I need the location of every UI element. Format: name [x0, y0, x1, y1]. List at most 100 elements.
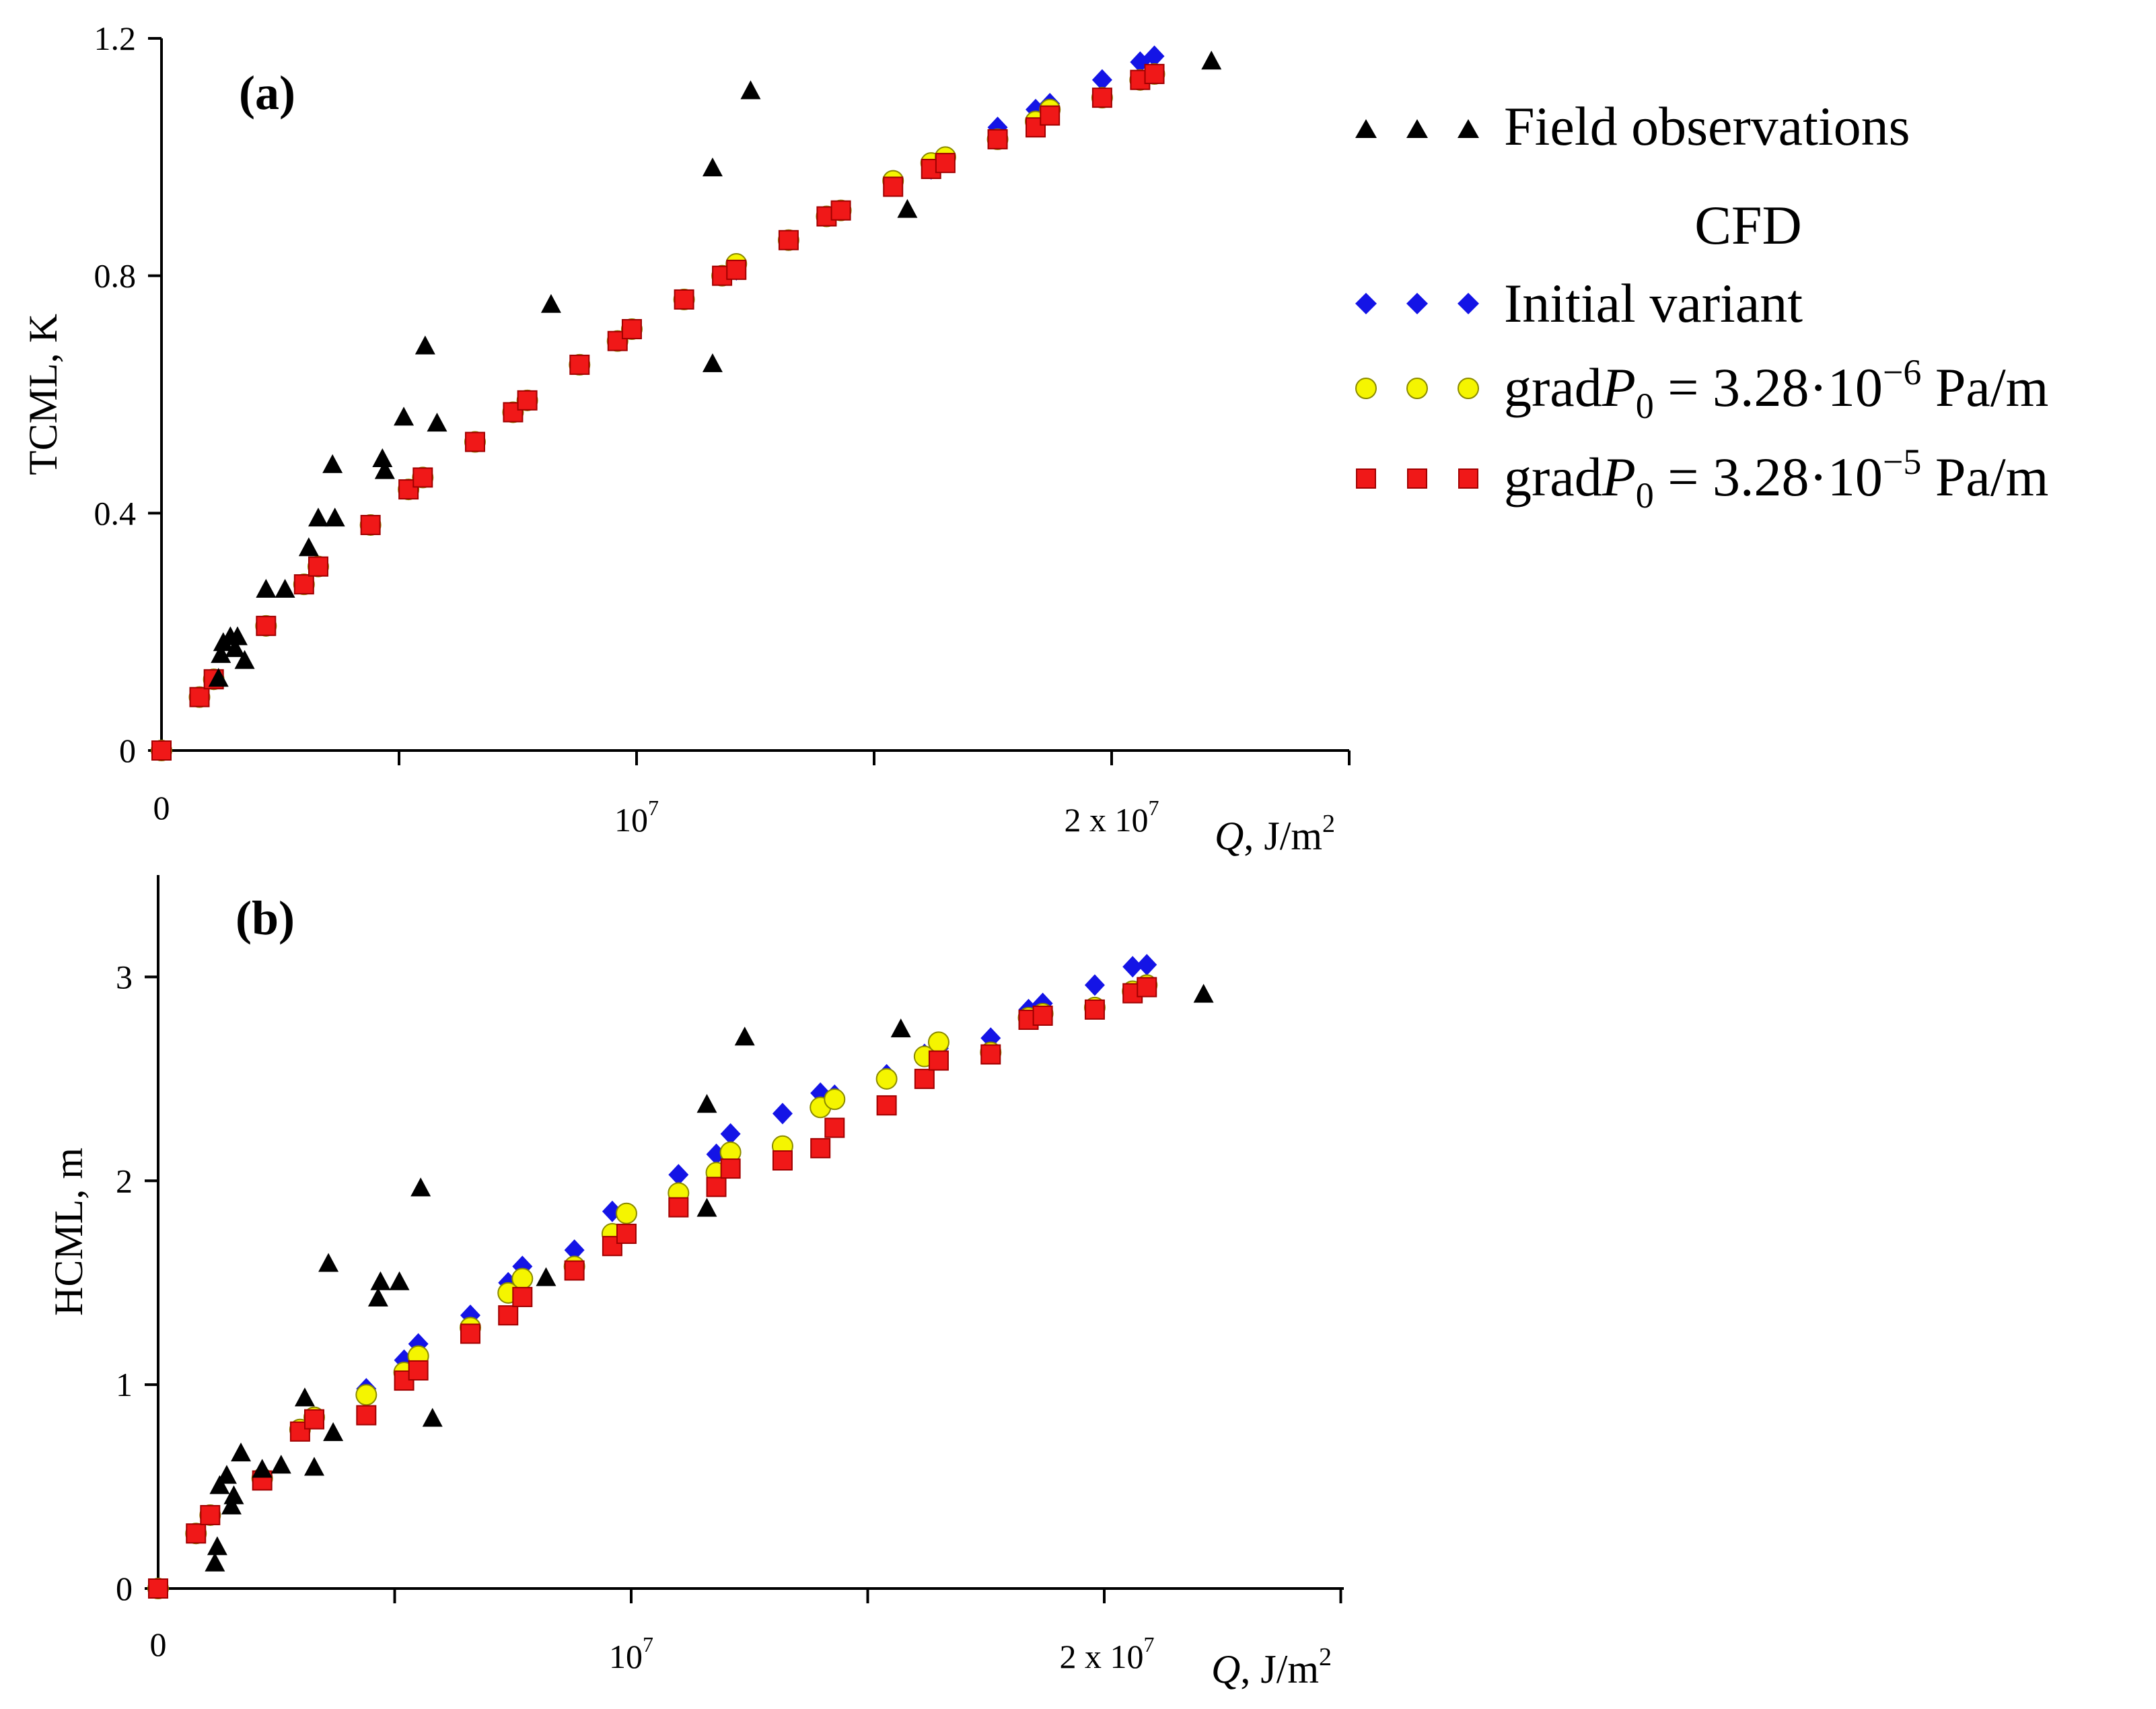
panel-a-field-point	[208, 668, 229, 687]
panel-b-tick-label-y1: 1	[116, 1366, 133, 1403]
panel-b-initial-point	[772, 1103, 793, 1125]
panel-a-grad5-point	[360, 514, 381, 535]
legend-marker-field	[1355, 119, 1479, 138]
panel-a-grad5-point	[464, 431, 485, 452]
panel-a-field-point	[256, 578, 277, 598]
panel-a-grad5-point	[256, 615, 277, 636]
panel-a-tick-label-x1: 107	[614, 796, 659, 839]
panel-b-field-point	[216, 1465, 237, 1484]
panel-b-grad5-point	[706, 1177, 727, 1197]
panel-b-initial-point	[668, 1164, 689, 1186]
legend-marker-grad5	[1356, 468, 1478, 489]
panel-b-grad5-point	[564, 1260, 585, 1281]
panel-b-grad5-point	[356, 1405, 377, 1426]
panel-a-field-point	[308, 508, 328, 527]
panel-b-grad5-point	[720, 1158, 741, 1179]
panel-b-field-point	[1193, 983, 1214, 1003]
panel-a-grad5-point	[151, 740, 172, 761]
panel-b-initial-point	[1084, 974, 1105, 996]
panel-b-field-point	[323, 1422, 344, 1441]
panel-b-field-point	[696, 1197, 717, 1217]
panel-b-grad6-point	[927, 1031, 949, 1053]
panel-b-grad5-point	[616, 1224, 637, 1245]
panel-a-grad5-point	[987, 129, 1008, 149]
panel-a-grad5-point	[883, 176, 904, 197]
panel-b-field-point	[370, 1271, 391, 1290]
panel-a-tick-label-y2: 0.8	[94, 257, 137, 295]
panel-a-field-point	[702, 353, 723, 372]
panel-a-field-point	[298, 537, 319, 557]
panel-b-initial-point	[1122, 956, 1143, 978]
panel-b-grad6-point	[824, 1088, 846, 1111]
panel-b-tick-label-x1: 107	[609, 1632, 653, 1675]
panel-b-chart: 0 1 2 3 0 107 2 x 107 Q, J/m2 HCML, m (b)	[46, 875, 1344, 1691]
panel-b-tick-label-x2: 2 x 107	[1060, 1632, 1155, 1675]
panel-a-field-point	[740, 80, 761, 100]
panel-a-grad5-point	[830, 200, 851, 221]
panel-a-field-point	[227, 626, 248, 646]
legend: Field observations CFD Initial variant g…	[1355, 96, 2048, 516]
panel-b-grad5-point	[303, 1409, 324, 1430]
panel-a-grad5-point	[1040, 105, 1061, 126]
panel-b-grad5-point	[186, 1523, 207, 1544]
panel-b-tick-label-x0: 0	[150, 1626, 167, 1663]
panel-a-grad5-point	[674, 289, 694, 310]
panel-b-tick-label-y3: 3	[116, 958, 133, 996]
panel-b-field-point	[696, 1094, 717, 1113]
panel-b-field-point	[422, 1407, 443, 1427]
panel-b-grad5-point	[772, 1150, 793, 1171]
panel-a-field-point	[324, 508, 345, 527]
panel-b-field-point	[294, 1387, 315, 1407]
panel-a-grad5-point	[517, 390, 538, 411]
panel-a-field-point	[427, 413, 447, 432]
panel-a-tick-label-y0: 0	[119, 732, 136, 769]
panel-b-initial-point	[720, 1123, 741, 1145]
panel-b-grad5-point	[512, 1286, 533, 1307]
panel-b-grad5-point	[810, 1138, 831, 1158]
panel-a-grad5-point	[412, 467, 433, 488]
panel-b-field-point	[536, 1267, 556, 1286]
panel-b-field-point	[221, 1495, 242, 1514]
panel-b-grad5-point	[148, 1578, 168, 1599]
panel-b-grad6-point	[875, 1068, 898, 1090]
panel-b-field-point	[734, 1026, 755, 1046]
panel-b-tick-label-y0: 0	[116, 1570, 133, 1607]
panel-b-field-point	[209, 1475, 230, 1494]
panel-a-field-point	[374, 460, 395, 479]
panel-a-grad5-point	[189, 687, 210, 707]
panel-b-field-point	[252, 1459, 273, 1478]
legend-label-initial: Initial variant	[1504, 273, 1803, 334]
panel-a-field-point	[275, 578, 295, 598]
panel-a-grad5-point	[569, 354, 590, 375]
panel-a-y-axis-label: TCML, K	[21, 314, 65, 475]
panel-a-grad5-point	[1144, 63, 1165, 84]
panel-a-tick-label-x2: 2 x 107	[1065, 796, 1159, 839]
panel-b-tick-label-y2: 2	[116, 1162, 133, 1199]
legend-label-field: Field observations	[1504, 96, 1910, 157]
panel-b-grad5-point	[408, 1360, 429, 1381]
panel-a-field-point	[211, 643, 231, 663]
legend-marker-initial	[1355, 293, 1479, 314]
panel-a-field-point	[322, 454, 343, 473]
panel-a-field-point	[372, 448, 393, 467]
panel-b-grad5-point	[928, 1050, 949, 1071]
panel-b-field-point	[207, 1536, 227, 1556]
panel-b-field-point	[271, 1455, 291, 1474]
panel-b-grad5-point	[200, 1504, 221, 1525]
panel-a-field-point	[1201, 50, 1222, 70]
panel-a-x-axis-label: Q, J/m2	[1215, 810, 1335, 858]
panel-b-field-point	[223, 1485, 244, 1504]
panel-b-x-axis-label: Q, J/m2	[1211, 1643, 1332, 1691]
panel-b-field-point	[389, 1271, 410, 1290]
panel-b-field-point	[410, 1177, 431, 1197]
panel-b-grad5-point	[980, 1044, 1001, 1065]
panel-a-grad5-point	[293, 574, 314, 595]
panel-a-field-point	[394, 407, 415, 426]
panel-a-grad5-point	[935, 153, 956, 174]
panel-b-grad5-point	[460, 1323, 480, 1344]
panel-b-initial-point	[1137, 954, 1157, 976]
panel-a-field-point	[234, 650, 255, 669]
panel-b-field-point	[205, 1552, 225, 1572]
legend-label-grad5: gradP0 = 3.28·10−5 Pa/m	[1504, 442, 2048, 516]
